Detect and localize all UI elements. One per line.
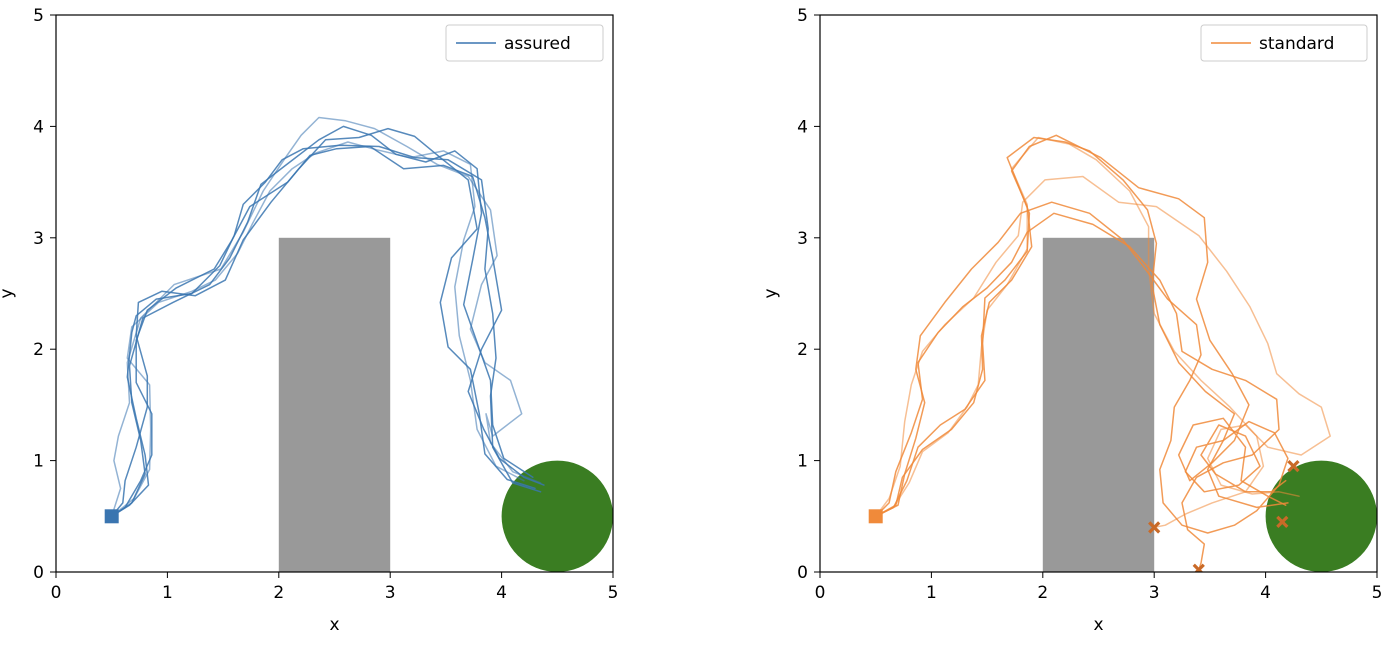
y-tick-label: 0 xyxy=(797,563,808,583)
y-tick-label: 0 xyxy=(33,563,44,583)
trajectory-line xyxy=(110,116,542,518)
x-axis-label: x xyxy=(329,615,339,635)
y-tick-label: 2 xyxy=(33,340,44,360)
legend-label-assured: assured xyxy=(504,34,571,54)
panel-assured: 0 1 2 3 4 5 0 1 2 3 4 5 x y assured xyxy=(0,6,618,635)
trajectory-line xyxy=(110,144,542,518)
plot-clip-group xyxy=(874,134,1377,572)
x-tick-label: 1 xyxy=(162,583,173,603)
x-tick-label: 3 xyxy=(1149,583,1160,603)
x-tick-label: 5 xyxy=(608,583,619,603)
y-tick-label: 2 xyxy=(797,340,808,360)
y-tick-label: 3 xyxy=(33,229,44,249)
y-axis-label: y xyxy=(0,288,17,298)
legend: standard xyxy=(1200,24,1368,62)
y-tick-label: 5 xyxy=(33,6,44,26)
tick-group: 0 1 2 3 4 5 0 1 2 3 4 5 xyxy=(33,6,618,603)
trajectory-line xyxy=(874,201,1289,534)
axes-frame xyxy=(55,14,614,573)
trajectory-line xyxy=(874,175,1331,518)
trajectory-line xyxy=(110,145,545,518)
x-axis-label: x xyxy=(1093,615,1103,635)
y-tick-label: 4 xyxy=(797,117,808,137)
y-tick-label: 1 xyxy=(33,452,44,472)
axes-frame xyxy=(819,14,1378,573)
x-tick-label: 4 xyxy=(496,583,507,603)
x-tick-label: 4 xyxy=(1260,583,1271,603)
obstacle-rectangle xyxy=(1042,237,1155,572)
collision-marker xyxy=(1276,515,1289,529)
x-tick-label: 2 xyxy=(1037,583,1048,603)
x-tick-label: 1 xyxy=(926,583,937,603)
obstacle-rectangle xyxy=(278,237,391,572)
trajectory-line xyxy=(110,125,534,518)
x-tick-label: 5 xyxy=(1372,583,1383,603)
plot-area xyxy=(55,14,614,573)
legend-box xyxy=(1200,24,1368,62)
start-marker xyxy=(868,509,883,524)
trajectory-line xyxy=(110,127,536,518)
x-tick-label: 3 xyxy=(385,583,396,603)
legend: assured xyxy=(445,24,604,62)
trajectory-line xyxy=(874,212,1280,571)
collision-marker xyxy=(1192,563,1205,572)
plot-area xyxy=(819,14,1378,573)
y-axis-label: y xyxy=(761,288,781,298)
tick-group: 0 1 2 3 4 5 0 1 2 3 4 5 xyxy=(797,6,1382,603)
x-tick-label: 0 xyxy=(51,583,62,603)
x-tick-label: 2 xyxy=(273,583,284,603)
goal-circle xyxy=(1265,460,1377,572)
x-tick-label: 0 xyxy=(815,583,826,603)
plot-clip-group xyxy=(110,116,613,572)
y-tick-label: 4 xyxy=(33,117,44,137)
collision-marker xyxy=(1148,521,1161,534)
y-tick-label: 1 xyxy=(797,452,808,472)
legend-box xyxy=(445,24,604,62)
panel-standard: 0 1 2 3 4 5 0 1 2 3 4 5 x y standard xyxy=(761,6,1382,635)
start-marker xyxy=(104,509,119,524)
legend-label-standard: standard xyxy=(1259,34,1334,54)
trajectory-line xyxy=(110,141,525,518)
collision-marker xyxy=(1287,460,1300,473)
y-tick-label: 3 xyxy=(797,229,808,249)
trajectory-line xyxy=(874,136,1265,529)
y-tick-label: 5 xyxy=(797,6,808,26)
trajectory-line xyxy=(874,136,1287,518)
